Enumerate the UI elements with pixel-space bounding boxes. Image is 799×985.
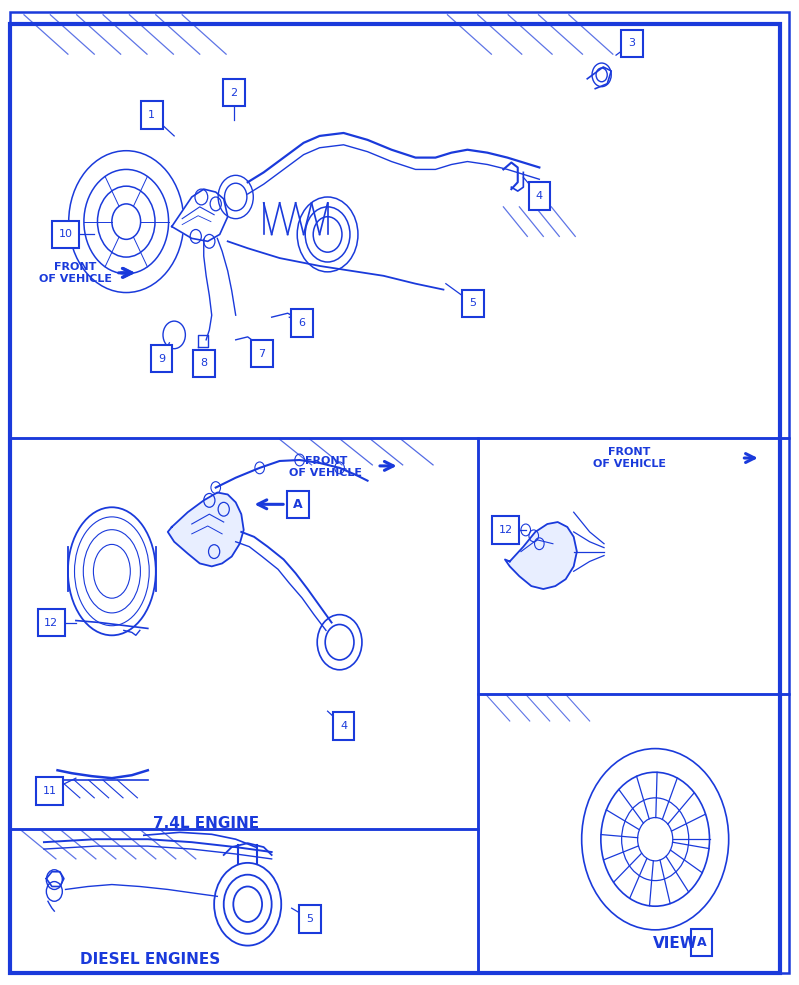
Text: 11: 11 [42,786,57,796]
FancyBboxPatch shape [462,290,484,317]
FancyBboxPatch shape [52,221,79,248]
FancyBboxPatch shape [251,340,273,367]
Polygon shape [172,189,228,241]
FancyBboxPatch shape [193,350,214,377]
Bar [10,438,478,829]
Text: 10: 10 [58,230,73,239]
Text: 1: 1 [149,110,155,120]
Text: DIESEL ENGINES: DIESEL ENGINES [80,952,221,967]
FancyBboxPatch shape [291,309,313,337]
FancyBboxPatch shape [529,182,551,210]
Text: 12: 12 [44,618,58,627]
FancyBboxPatch shape [690,929,713,956]
FancyBboxPatch shape [223,79,244,106]
Text: 7.4L ENGINE: 7.4L ENGINE [153,816,259,831]
Text: 9: 9 [158,354,165,363]
Polygon shape [168,492,244,566]
FancyBboxPatch shape [622,30,643,57]
Text: 4: 4 [340,721,347,731]
FancyBboxPatch shape [36,777,63,805]
Text: FRONT
OF VEHICLE: FRONT OF VEHICLE [38,262,112,284]
FancyBboxPatch shape [150,345,173,372]
Bar [478,694,789,973]
FancyBboxPatch shape [492,516,519,544]
Bar [10,12,789,438]
FancyBboxPatch shape [288,491,309,518]
FancyBboxPatch shape [38,609,65,636]
Text: VIEW: VIEW [653,936,698,952]
Bar [478,438,789,694]
Text: FRONT
OF VEHICLE: FRONT OF VEHICLE [289,456,363,478]
Text: A: A [293,497,303,511]
FancyBboxPatch shape [141,101,163,129]
Text: 12: 12 [499,525,513,535]
Text: 5: 5 [307,914,313,924]
Text: 2: 2 [231,88,237,98]
Text: 6: 6 [299,318,305,328]
Text: FRONT
OF VEHICLE: FRONT OF VEHICLE [593,447,666,469]
Text: A: A [697,936,706,950]
Text: 4: 4 [536,191,543,201]
Text: 8: 8 [201,359,207,368]
Text: 5: 5 [470,298,476,308]
Bar [10,829,478,973]
FancyBboxPatch shape [333,712,355,740]
FancyBboxPatch shape [299,905,321,933]
Text: 3: 3 [629,38,635,48]
Text: 7: 7 [259,349,265,359]
Polygon shape [505,522,577,589]
